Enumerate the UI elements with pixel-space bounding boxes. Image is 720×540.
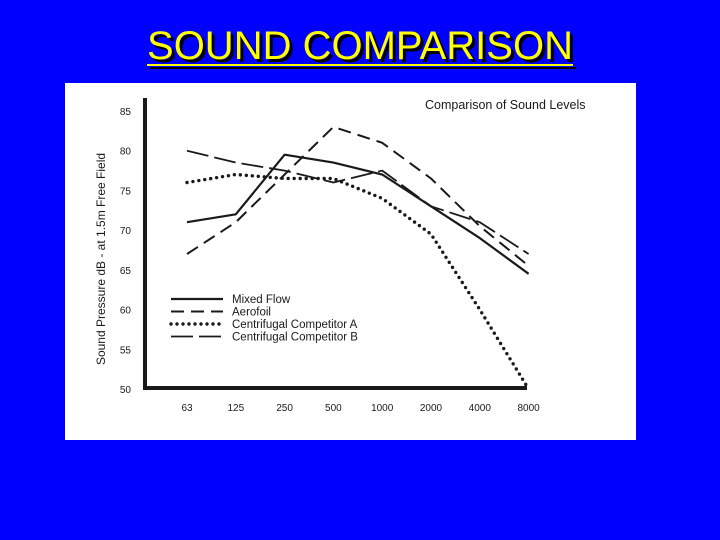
slide-title: SOUND COMPARISON	[147, 24, 573, 68]
y-tick-label: 75	[120, 186, 132, 197]
x-tick-label: 8000	[517, 403, 540, 414]
legend-label: Centrifugal Competitor B	[232, 332, 358, 344]
y-tick-label: 80	[120, 147, 132, 158]
chart-title: Comparison of Sound Levels	[425, 98, 586, 112]
y-tick-label: 85	[120, 107, 132, 118]
x-tick-label: 250	[276, 403, 293, 414]
x-tick-label: 4000	[469, 403, 492, 414]
series-line-2	[186, 125, 530, 267]
series-line-1	[186, 153, 530, 275]
legend-label: Aerofoil	[232, 307, 271, 319]
series-layer	[185, 125, 531, 391]
y-tick-label: 60	[120, 306, 132, 317]
x-tick-label: 2000	[420, 403, 443, 414]
series-line-4	[186, 149, 530, 255]
y-tick-label: 50	[120, 385, 132, 396]
legend-label: Centrifugal Competitor A	[232, 319, 358, 331]
x-tick-label: 500	[325, 403, 342, 414]
chart-axes: 85 80 75 70 65 60 55 50 63 125 250 500 1000 2000 4000 8…	[120, 98, 540, 414]
chart-panel: Comparison of Sound Levels Sound Pressur…	[65, 83, 636, 440]
y-tick-label: 70	[120, 226, 132, 237]
x-tick-label: 63	[181, 403, 193, 414]
x-tick-label: 125	[227, 403, 244, 414]
sound-level-chart: Comparison of Sound Levels Sound Pressur…	[94, 98, 586, 414]
y-axis-label: Sound Pressure dB - at 1.5m Free Field	[94, 153, 108, 365]
legend-label: Mixed Flow	[232, 294, 291, 306]
y-tick-label: 55	[120, 345, 132, 356]
series-line-3	[185, 172, 531, 391]
x-tick-label: 1000	[371, 403, 394, 414]
y-tick-label: 65	[120, 266, 132, 277]
